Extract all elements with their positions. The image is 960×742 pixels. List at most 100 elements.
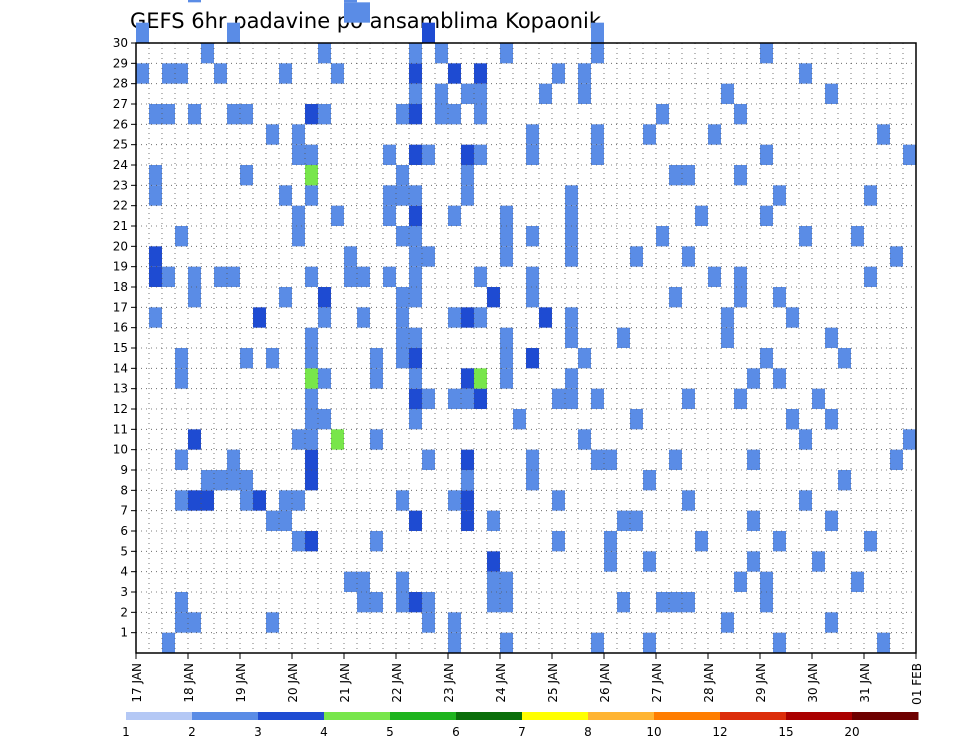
heatmap-cell bbox=[422, 388, 435, 409]
heatmap-cell bbox=[851, 226, 864, 247]
heatmap-cell bbox=[578, 429, 591, 450]
colorbar-swatch bbox=[258, 712, 325, 720]
heatmap-cell bbox=[292, 490, 305, 511]
heatmap-cell bbox=[461, 307, 474, 328]
heatmap-cell bbox=[448, 307, 461, 328]
heatmap-cell bbox=[461, 470, 474, 491]
y-tick-label: 13 bbox=[113, 382, 128, 396]
x-tick-label: 30 JAN bbox=[806, 663, 820, 703]
colorbar-swatch bbox=[192, 712, 259, 720]
heatmap-cell bbox=[305, 429, 318, 450]
x-tick-label: 17 JAN bbox=[130, 663, 144, 703]
heatmap-cell bbox=[734, 287, 747, 308]
heatmap-cell bbox=[305, 185, 318, 206]
heatmap-cell bbox=[890, 449, 903, 470]
heatmap-cell bbox=[175, 63, 188, 84]
heatmap-cell bbox=[240, 490, 253, 511]
heatmap-cell bbox=[760, 205, 773, 226]
y-tick-label: 23 bbox=[113, 178, 128, 192]
heatmap-cell bbox=[214, 266, 227, 287]
heatmap-cell bbox=[435, 83, 448, 104]
heatmap-cell bbox=[513, 409, 526, 430]
y-tick-label: 27 bbox=[113, 97, 128, 111]
heatmap-cell bbox=[344, 266, 357, 287]
heatmap-cell bbox=[331, 429, 344, 450]
heatmap-cell bbox=[383, 144, 396, 165]
heatmap-cell bbox=[500, 327, 513, 348]
heatmap-cell bbox=[305, 409, 318, 430]
heatmap-cell bbox=[474, 307, 487, 328]
heatmap-cell bbox=[292, 531, 305, 552]
heatmap-cell bbox=[773, 632, 786, 653]
heatmap-cell bbox=[461, 83, 474, 104]
heatmap-cell bbox=[201, 43, 214, 64]
heatmap-cell bbox=[409, 83, 422, 104]
heatmap-cell bbox=[370, 348, 383, 369]
heatmap-cell bbox=[162, 632, 175, 653]
heatmap-cell bbox=[825, 83, 838, 104]
heatmap-cell bbox=[422, 592, 435, 613]
heatmap-cell bbox=[448, 632, 461, 653]
heatmap-cell bbox=[396, 226, 409, 247]
heatmap-cell bbox=[786, 409, 799, 430]
heatmap-cell bbox=[461, 510, 474, 531]
heatmap-cell bbox=[539, 307, 552, 328]
heatmap-cell bbox=[877, 124, 890, 145]
heatmap-cell bbox=[305, 104, 318, 125]
heatmap-cell bbox=[175, 368, 188, 389]
heatmap-cell bbox=[188, 0, 201, 3]
y-tick-label: 5 bbox=[120, 544, 128, 558]
heatmap-cell bbox=[396, 287, 409, 308]
heatmap-cell bbox=[201, 470, 214, 491]
heatmap-cell bbox=[396, 571, 409, 592]
heatmap-cell bbox=[630, 510, 643, 531]
y-tick-label: 3 bbox=[120, 585, 128, 599]
heatmap-cell bbox=[474, 266, 487, 287]
heatmap-cell bbox=[318, 43, 331, 64]
heatmap-cell bbox=[695, 205, 708, 226]
y-tick-label: 16 bbox=[113, 321, 128, 335]
heatmap-cell bbox=[357, 592, 370, 613]
heatmap-cell bbox=[409, 327, 422, 348]
colorbar-label: 7 bbox=[518, 725, 526, 739]
heatmap-cell bbox=[305, 327, 318, 348]
heatmap-cell bbox=[344, 0, 357, 3]
y-tick-label: 19 bbox=[113, 260, 128, 274]
heatmap-cell bbox=[396, 307, 409, 328]
x-tick-label: 21 JAN bbox=[338, 663, 352, 703]
heatmap-cell bbox=[357, 266, 370, 287]
heatmap-cell bbox=[552, 388, 565, 409]
heatmap-cell bbox=[357, 2, 370, 23]
heatmap-cells bbox=[136, 0, 916, 653]
heatmap-cell bbox=[565, 307, 578, 328]
heatmap-cell bbox=[409, 348, 422, 369]
y-tick-label: 18 bbox=[113, 280, 128, 294]
heatmap-cell bbox=[773, 531, 786, 552]
heatmap-cell bbox=[825, 612, 838, 633]
heatmap-cell bbox=[669, 449, 682, 470]
heatmap-cell bbox=[409, 368, 422, 389]
colorbar-swatch bbox=[588, 712, 655, 720]
heatmap-cell bbox=[526, 266, 539, 287]
x-tick-label: 01 FEB bbox=[910, 663, 924, 705]
y-tick-label: 14 bbox=[113, 361, 128, 375]
heatmap-cell bbox=[188, 429, 201, 450]
heatmap-cell bbox=[266, 124, 279, 145]
heatmap-cell bbox=[526, 348, 539, 369]
heatmap-cell bbox=[344, 2, 357, 23]
heatmap-cell bbox=[565, 205, 578, 226]
heatmap-cell bbox=[396, 592, 409, 613]
heatmap-cell bbox=[448, 490, 461, 511]
colorbar-label: 4 bbox=[320, 725, 328, 739]
x-tick-label: 27 JAN bbox=[650, 663, 664, 703]
heatmap-cell bbox=[240, 104, 253, 125]
heatmap-cell bbox=[409, 266, 422, 287]
heatmap-cell bbox=[162, 104, 175, 125]
heatmap-cell bbox=[331, 63, 344, 84]
heatmap-cell bbox=[734, 266, 747, 287]
heatmap-cell bbox=[500, 205, 513, 226]
colorbar-label: 20 bbox=[844, 725, 859, 739]
heatmap-cell bbox=[799, 226, 812, 247]
heatmap-cell bbox=[786, 307, 799, 328]
heatmap-cell bbox=[227, 266, 240, 287]
